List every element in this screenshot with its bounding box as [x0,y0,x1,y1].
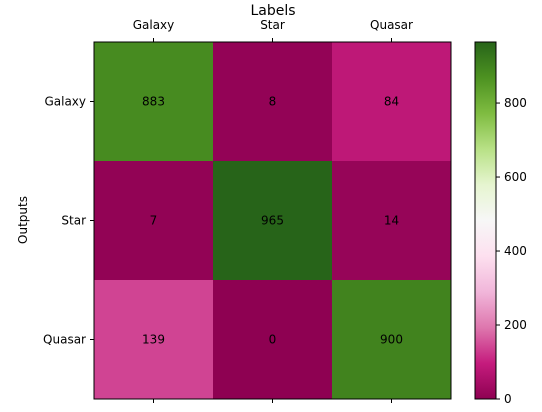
heatmap-value-labels: 883 8 84 7 965 14 139 0 900 [142,95,403,347]
cell-value-label: 139 [142,333,165,347]
colorbar [474,41,497,400]
y-axis: Galaxy Star Quasar [43,95,94,347]
x-tick-label: Star [260,18,285,32]
y-axis-label: Outputs [16,196,30,244]
heatmap-cell [94,42,213,161]
cell-value-label: 14 [384,214,399,228]
y-tick-label: Star [61,214,86,228]
colorbar-tick-label: 0 [504,392,512,406]
y-tick-label: Galaxy [44,95,86,109]
cell-value-label: 84 [384,95,399,109]
colorbar-tick-label: 200 [504,318,527,332]
cell-value-label: 0 [269,333,277,347]
x-axis: Galaxy Star Quasar [133,18,413,403]
heatmap-cell [213,161,332,280]
heatmap-cell [94,161,213,280]
cell-value-label: 883 [142,95,165,109]
heatmap-cell [213,42,332,161]
heatmap-cell [332,161,451,280]
y-tick-label: Quasar [43,333,86,347]
cell-value-label: 965 [261,214,284,228]
chart-title: Labels [250,3,295,19]
colorbar-tick-label: 600 [504,170,527,184]
heatmap-cell [332,42,451,161]
x-tick-label: Galaxy [133,18,175,32]
colorbar-tick-label: 800 [504,96,527,110]
x-tick-label: Quasar [370,18,413,32]
cell-value-label: 8 [269,95,277,109]
cell-value-label: 900 [380,333,403,347]
plot-frame [93,41,452,400]
heatmap-cell [213,280,332,399]
colorbar-tick-label: 400 [504,244,527,258]
heatmap-cells [94,42,451,399]
cell-value-label: 7 [150,214,158,228]
heatmap-cell [332,280,451,399]
colorbar-axis: 0 200 400 600 800 [496,96,527,406]
heatmap-cell [94,280,213,399]
